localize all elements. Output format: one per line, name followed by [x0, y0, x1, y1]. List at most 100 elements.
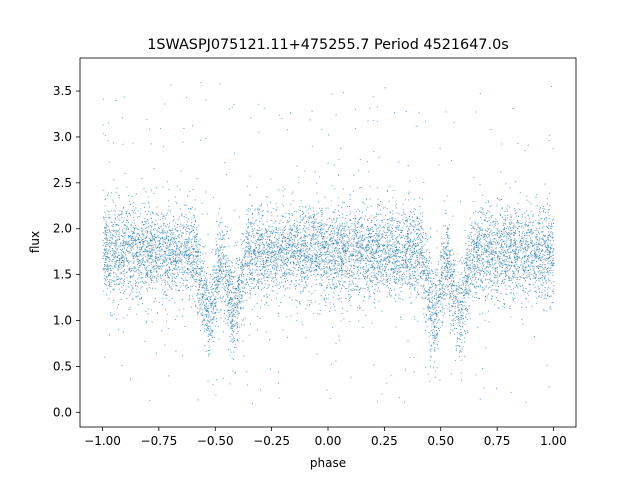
data-point: [126, 243, 128, 245]
data-point: [446, 264, 447, 266]
data-point: [105, 284, 107, 285]
data-point: [107, 257, 109, 259]
data-point: [269, 239, 270, 240]
data-point: [156, 267, 158, 269]
data-point: [404, 244, 406, 246]
data-point: [341, 265, 342, 267]
data-point: [463, 260, 465, 262]
data-point: [428, 297, 430, 299]
data-point: [247, 262, 249, 264]
data-point: [378, 235, 380, 237]
data-point: [354, 220, 356, 222]
data-point: [106, 248, 108, 250]
data-point: [445, 269, 447, 271]
data-point: [429, 287, 431, 289]
data-point: [319, 274, 321, 276]
data-point: [540, 271, 542, 273]
data-point: [216, 379, 218, 381]
data-point: [412, 221, 414, 223]
data-point: [420, 226, 422, 228]
data-point: [545, 220, 547, 222]
data-point: [404, 280, 406, 282]
data-point: [546, 272, 548, 273]
data-point: [107, 210, 109, 212]
data-point: [549, 269, 550, 271]
data-point: [334, 260, 336, 262]
data-point: [429, 301, 430, 303]
data-point: [306, 251, 308, 253]
data-point: [311, 110, 313, 112]
data-point: [345, 225, 346, 227]
data-point: [242, 269, 244, 271]
data-point: [447, 235, 449, 237]
data-point: [433, 321, 435, 322]
data-point: [373, 292, 375, 294]
data-point: [406, 252, 408, 254]
data-point: [399, 222, 401, 224]
data-point: [256, 263, 258, 265]
data-point: [192, 259, 194, 261]
data-point: [334, 250, 336, 251]
data-point: [474, 266, 476, 268]
data-point: [396, 245, 398, 247]
data-point: [327, 229, 329, 231]
data-point: [166, 258, 168, 260]
data-point: [250, 208, 252, 210]
data-point: [304, 260, 306, 262]
data-point: [164, 253, 166, 255]
data-point: [512, 282, 514, 284]
data-point: [151, 233, 153, 235]
data-point: [465, 258, 467, 260]
data-point: [119, 263, 121, 265]
data-point: [160, 266, 162, 268]
data-point: [453, 323, 454, 325]
data-point: [348, 273, 350, 275]
data-point: [238, 287, 239, 289]
data-point: [151, 240, 152, 242]
data-point: [282, 248, 284, 250]
data-point: [234, 311, 236, 313]
data-point: [191, 268, 193, 270]
data-point: [543, 258, 545, 260]
data-point: [173, 256, 175, 258]
data-point: [315, 229, 317, 231]
data-point: [131, 289, 133, 291]
data-point: [183, 285, 185, 287]
data-point: [130, 260, 132, 262]
data-point: [528, 243, 530, 245]
data-point: [398, 213, 400, 215]
data-point: [308, 205, 310, 207]
data-point: [356, 258, 358, 260]
data-point: [173, 219, 175, 221]
data-point: [159, 241, 161, 243]
data-point: [332, 282, 334, 284]
data-point: [390, 269, 392, 271]
data-point: [495, 218, 497, 220]
data-point: [516, 258, 518, 260]
data-point: [231, 292, 232, 294]
data-point: [520, 244, 522, 246]
data-point: [454, 271, 455, 273]
data-point: [169, 250, 171, 251]
data-point: [254, 264, 256, 266]
data-point: [114, 254, 116, 256]
data-point: [156, 213, 158, 215]
data-point: [137, 233, 139, 235]
data-point: [229, 272, 231, 274]
data-point: [349, 211, 351, 213]
data-point: [283, 195, 285, 197]
data-point: [486, 236, 488, 238]
data-point: [479, 398, 481, 400]
data-point: [169, 269, 171, 271]
data-point: [325, 243, 327, 245]
data-point: [217, 283, 219, 285]
data-point: [322, 232, 324, 234]
data-point: [107, 275, 109, 277]
data-point: [443, 256, 445, 258]
data-point: [141, 246, 143, 248]
data-point: [187, 239, 189, 241]
data-point: [284, 273, 286, 275]
data-point: [153, 235, 155, 237]
data-point: [345, 288, 347, 289]
data-point: [112, 259, 114, 261]
